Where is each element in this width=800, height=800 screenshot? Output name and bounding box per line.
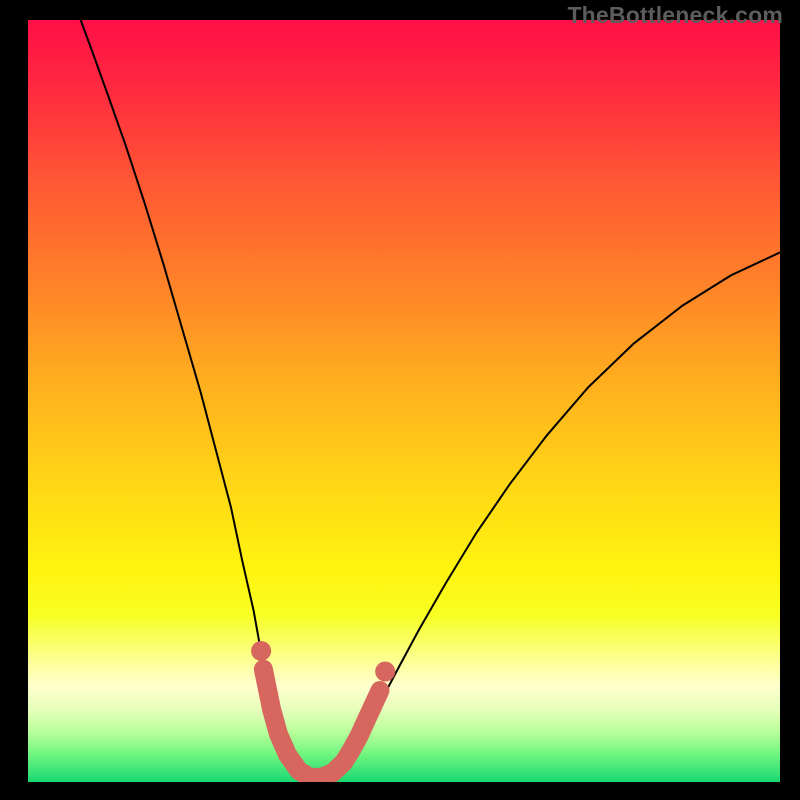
sweet-spot-endpoint-1	[375, 662, 395, 682]
gradient-background	[28, 20, 780, 782]
chart-frame: TheBottleneck.com	[0, 0, 800, 800]
watermark-label: TheBottleneck.com	[567, 2, 783, 29]
bottleneck-chart	[0, 0, 800, 800]
sweet-spot-endpoint-0	[251, 641, 271, 661]
